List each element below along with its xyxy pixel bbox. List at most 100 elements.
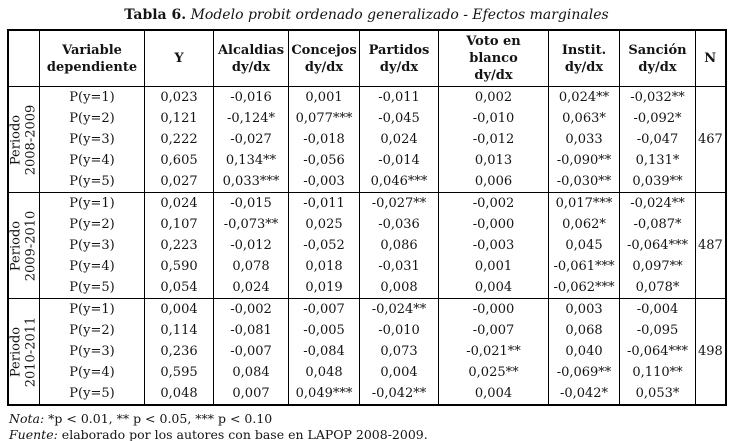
cell-var: P(y=1) [39, 192, 145, 214]
cell-concejos: -0,011 [288, 192, 360, 214]
cell-y: 0,023 [144, 86, 214, 108]
nota-line: Nota: *p < 0.01, ** p < 0.05, *** p < 0.… [9, 411, 733, 427]
cell-partidos: 0,008 [359, 277, 439, 299]
cell-concejos: -0,052 [288, 235, 360, 256]
cell-y: 0,004 [144, 298, 214, 320]
col-header-line1: Voto en blanco [466, 34, 521, 66]
col-header-n: N [695, 30, 726, 87]
cell-alcaldias: 0,024 [213, 277, 289, 299]
cell-var: P(y=1) [39, 86, 145, 108]
cell-voto: -0,012 [438, 129, 549, 150]
cell-alcaldias: -0,124* [213, 108, 289, 129]
table-row: P(y=5) 0,027 0,033*** -0,003 0,046*** 0,006 -0… [8, 171, 726, 193]
cell-sancion: -0,024** [619, 192, 696, 214]
cell-sancion: -0,047 [619, 129, 696, 150]
cell-voto: 0,006 [438, 171, 549, 193]
col-header-line2: dy/dx [638, 59, 677, 75]
period-line1: Periodo [8, 114, 24, 165]
table-title-number: Tabla 6. [124, 7, 187, 23]
cell-alcaldias: 0,078 [213, 256, 289, 277]
cell-var: P(y=1) [39, 298, 145, 320]
cell-n: 487 [695, 192, 726, 299]
table-row: Periodo 2009-2010 P(y=1) 0,024 -0,015 -0,011-… [7, 192, 726, 299]
cell-sancion: 0,097** [619, 256, 696, 277]
table-row: P(y=3) 0,223 -0,012 -0,052 0,086 -0,003 0,045-… [8, 235, 726, 256]
cell-alcaldias: -0,002 [213, 298, 289, 320]
col-header-line2: dy/dx [231, 59, 271, 75]
results-table: Variable dependiente Y Alcaldias dy/dx C… [6, 29, 727, 406]
col-header-line2: dy/dx [379, 59, 419, 75]
cell-var: P(y=2) [39, 214, 145, 235]
table-row: P(y=4) 0,590 0,078 0,018 -0,031 0,001 -0,061**… [8, 256, 726, 277]
fuente-line: Fuente: elaborado por los autores con ba… [9, 427, 733, 441]
cell-voto: -0,010 [438, 108, 549, 129]
nota-text: *p < 0.01, ** p < 0.05, *** p < 0.10 [48, 411, 273, 426]
cell-instit: 0,024** [548, 86, 620, 108]
cell-var: P(y=4) [39, 362, 145, 383]
fuente-label: Fuente: [9, 427, 58, 441]
col-header-line1: Sanción [628, 42, 687, 58]
table-row: P(y=5) 0,054 0,024 0,019 0,008 0,004 -0,062***… [8, 277, 726, 299]
fuente-text: elaborado por los autores con base en LA… [61, 427, 428, 441]
col-header-line1: Concejos [291, 42, 357, 58]
cell-y: 0,024 [144, 192, 214, 214]
cell-y: 0,605 [144, 150, 214, 171]
cell-partidos: -0,031 [359, 256, 439, 277]
table-row: P(y=2) 0,107 -0,073** 0,025 -0,036 -0,000 0,06… [8, 214, 726, 235]
cell-alcaldias: -0,012 [213, 235, 289, 256]
cell-partidos: -0,010 [359, 320, 439, 341]
cell-y: 0,223 [144, 235, 214, 256]
table-row: P(y=3) 0,222 -0,027 -0,018 0,024 -0,012 0,033-… [8, 129, 726, 150]
period-rotated-label: Periodo 2009-2010 [9, 194, 39, 299]
cell-concejos: 0,048 [288, 362, 360, 383]
cell-instit: 0,040 [548, 341, 620, 362]
table-row: P(y=2) 0,121 -0,124* 0,077*** -0,045 -0,010 0,… [8, 108, 726, 129]
col-header-line1: N [704, 51, 717, 66]
cell-concejos: 0,049*** [288, 383, 360, 405]
nota-label: Nota: [9, 411, 45, 426]
period-label-cell: Periodo 2010-2011 [7, 298, 40, 405]
cell-voto: -0,007 [438, 320, 549, 341]
table-row: Periodo 2010-2011 P(y=1) 0,004 -0,002 -0,007-… [7, 298, 726, 405]
table-body: Periodo 2008-2009 P(y=1) 0,023 -0,016 0,001 -0… [7, 86, 726, 405]
cell-sancion: -0,004 [619, 298, 696, 320]
cell-var: P(y=4) [39, 256, 145, 277]
cell-concejos: 0,018 [288, 256, 360, 277]
cell-sancion: -0,095 [619, 320, 696, 341]
cell-concejos: -0,003 [288, 171, 360, 193]
col-header-variable: Variable dependiente [39, 30, 145, 87]
col-header-line1: Variable [62, 42, 122, 58]
cell-n: 498 [695, 298, 726, 405]
col-header-line2: dy/dx [304, 59, 344, 75]
cell-alcaldias: 0,033*** [213, 171, 289, 193]
cell-partidos: -0,045 [359, 108, 439, 129]
col-header-line1: Alcaldias [217, 42, 285, 58]
period-line2: 2009-2010 [23, 210, 39, 281]
cell-var: P(y=2) [39, 108, 145, 129]
table-row: P(y=3) 0,236 -0,007 -0,084 0,073 -0,021** 0,04… [8, 341, 726, 362]
cell-alcaldias: -0,015 [213, 192, 289, 214]
table-row: P(y=4) 0,595 0,084 0,048 0,004 0,025** -0,069*… [8, 362, 726, 383]
cell-partidos: -0,011 [359, 86, 439, 108]
table-title-text: Modelo probit ordenado generalizado - Ef… [190, 7, 609, 23]
cell-var: P(y=3) [39, 341, 145, 362]
cell-instit: 0,068 [548, 320, 620, 341]
cell-instit: 0,003 [548, 298, 620, 320]
cell-concejos: -0,005 [288, 320, 360, 341]
cell-voto: 0,013 [438, 150, 549, 171]
cell-concejos: -0,007 [288, 298, 360, 320]
cell-y: 0,121 [144, 108, 214, 129]
cell-alcaldias: -0,073** [213, 214, 289, 235]
cell-voto: 0,004 [438, 277, 549, 299]
period-line2: 2010-2011 [23, 316, 39, 387]
cell-alcaldias: 0,007 [213, 383, 289, 405]
cell-instit: 0,033 [548, 129, 620, 150]
cell-alcaldias: -0,027 [213, 129, 289, 150]
cell-y: 0,114 [144, 320, 214, 341]
period-rotated-label: Periodo 2010-2011 [9, 299, 39, 404]
cell-concejos: 0,019 [288, 277, 360, 299]
cell-partidos: -0,014 [359, 150, 439, 171]
header-row: Variable dependiente Y Alcaldias dy/dx C… [7, 30, 726, 87]
cell-voto: -0,002 [438, 192, 549, 214]
